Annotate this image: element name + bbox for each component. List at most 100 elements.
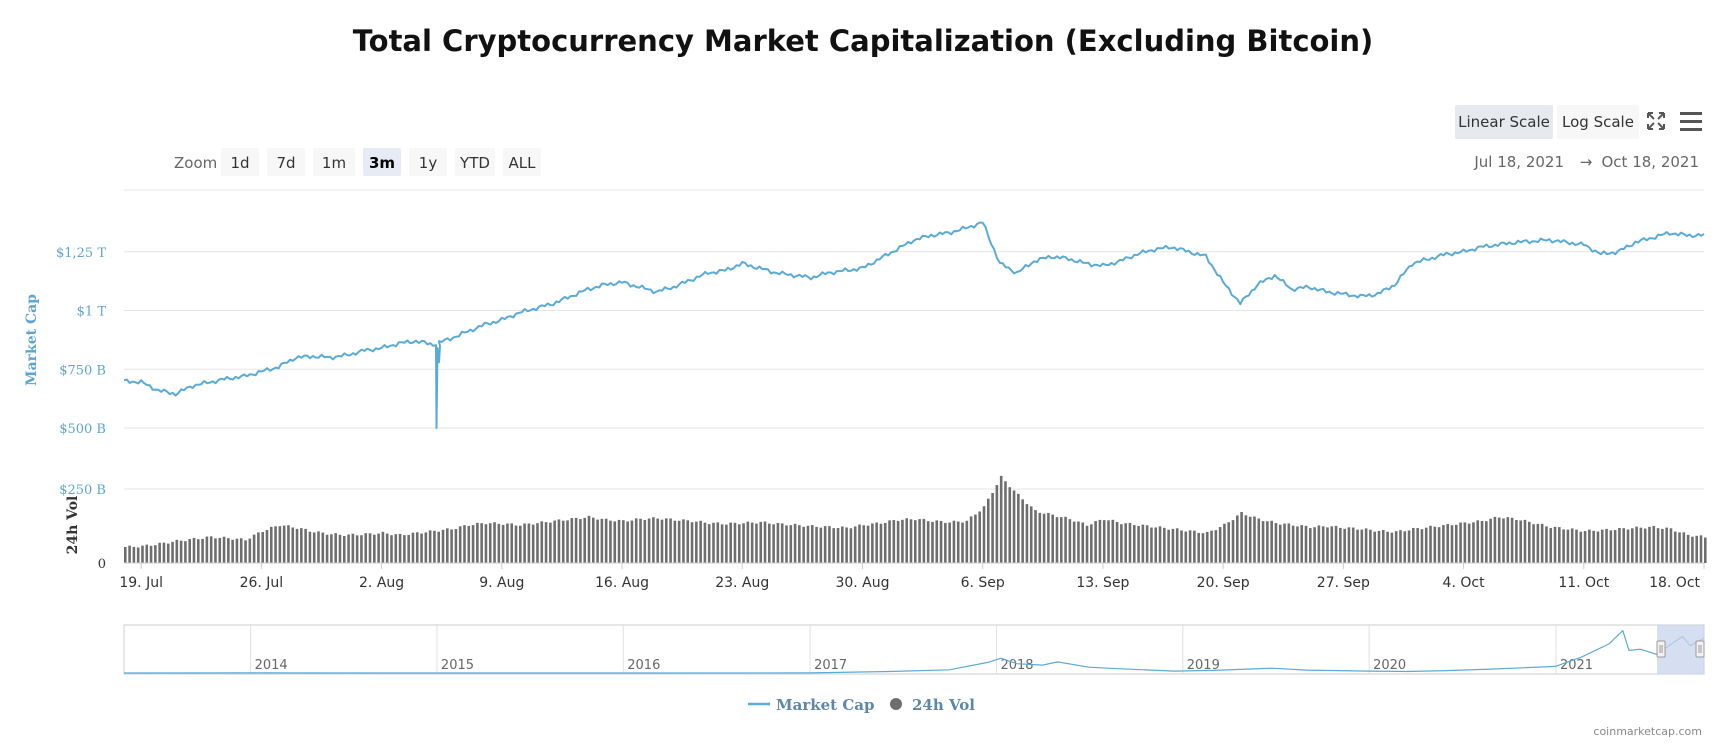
volume-bar (866, 525, 870, 563)
volume-bar (424, 532, 428, 563)
volume-bar (926, 521, 930, 563)
zoom-button-1m[interactable]: 1m (313, 148, 355, 176)
volume-bar (1047, 512, 1050, 563)
volume-bar (802, 526, 805, 563)
volume-bar (239, 538, 243, 563)
zoom-button-1y[interactable]: 1y (409, 148, 447, 176)
volume-bar (175, 539, 179, 563)
navigator-handle-right[interactable] (1695, 640, 1705, 658)
volume-bar (737, 524, 741, 563)
log-scale-label: Log Scale (1562, 113, 1634, 131)
volume-bar (841, 526, 844, 563)
volume-bar (1197, 532, 1200, 563)
fullscreen-icon[interactable] (1647, 112, 1665, 130)
volume-bar (1553, 526, 1557, 563)
volume-bar (390, 535, 393, 563)
volume-bar (1390, 532, 1394, 563)
volume-bar (231, 539, 234, 563)
legend-item-market-cap[interactable]: Market Cap (748, 696, 874, 714)
zoom-button-ytd[interactable]: YTD (455, 148, 495, 176)
volume-bar (1618, 528, 1621, 563)
volume-bar (214, 538, 217, 563)
zoom-button-1d[interactable]: 1d (221, 148, 259, 176)
volume-bar (853, 526, 857, 563)
volume-bar (300, 528, 303, 563)
volume-bar (1673, 531, 1677, 563)
volume-bar (1613, 530, 1617, 563)
volume-bar (978, 511, 982, 563)
volume-bar (1141, 524, 1145, 563)
credit-link[interactable]: coinmarketcap.com (1593, 725, 1702, 738)
volume-bar (1545, 526, 1548, 563)
volume-bar (1523, 519, 1527, 563)
range-to[interactable]: Oct 18, 2021 (1602, 153, 1700, 171)
volume-bar (450, 529, 453, 563)
volume-bar (639, 518, 642, 563)
zoom-button-all[interactable]: ALL (503, 148, 541, 176)
menu-icon[interactable] (1680, 112, 1702, 131)
legend-item-24h-vol[interactable]: 24h Vol (890, 696, 975, 714)
volume-bar (664, 518, 668, 563)
volume-bar (308, 531, 312, 563)
volume-bar (742, 523, 745, 563)
volume-bar (630, 520, 634, 563)
volume-bar (1223, 523, 1226, 563)
market-cap-line[interactable] (123, 221, 1705, 429)
vol-axis-ticks: 0 $250 B (59, 483, 106, 572)
zoom-button-label: ALL (509, 154, 537, 172)
volume-bar (677, 520, 681, 563)
navigator-year-label: 2014 (255, 658, 288, 673)
volume-bars (124, 475, 1707, 563)
range-from[interactable]: Jul 18, 2021 (1473, 153, 1564, 171)
volume-bar (1042, 513, 1046, 563)
volume-bar (875, 522, 878, 563)
volume-bar (845, 527, 848, 563)
zoom-button-7d[interactable]: 7d (267, 148, 305, 176)
navigator-handle-left[interactable] (1656, 640, 1666, 658)
volume-bar (952, 520, 956, 563)
volume-bar (918, 519, 921, 563)
volume-bar (364, 533, 368, 563)
navigator-frame (123, 624, 1705, 675)
zoom-button-bg (455, 148, 495, 176)
volume-bar (1038, 512, 1042, 563)
log-scale-button[interactable]: Log Scale (1557, 105, 1639, 139)
volume-bar (351, 533, 355, 563)
volume-bar (935, 520, 939, 563)
navigator[interactable]: 2014 2015 2016 2017 2018 2019 2020 2021 (123, 624, 1705, 675)
volume-bar (149, 545, 153, 563)
legend: Market Cap 24h Vol (748, 696, 975, 714)
volume-bar (746, 521, 750, 563)
volume-bar (750, 522, 754, 563)
linear-scale-button[interactable]: Linear Scale (1455, 105, 1553, 139)
volume-bar (1072, 521, 1076, 563)
volume-bar (643, 519, 647, 563)
volume-bar (892, 520, 896, 563)
navigator-mask-layer[interactable] (1656, 625, 1705, 674)
volume-bar (561, 520, 565, 563)
volume-bar (1025, 504, 1029, 563)
volume-bar (1107, 520, 1110, 563)
volume-bar (720, 524, 724, 563)
volume-bar (1309, 528, 1312, 563)
zoom-button-label: YTD (459, 154, 490, 172)
x-tick-label: 30. Aug (835, 575, 889, 591)
volume-bar (1205, 531, 1209, 563)
vol-tick-label: 0 (98, 557, 106, 572)
volume-bar (1682, 532, 1686, 563)
volume-bar (716, 522, 720, 563)
volume-bar (407, 534, 410, 563)
zoom-button-group: 1d 7d 1m 3m 1y YTD ALL (221, 148, 541, 176)
volume-bar (1287, 523, 1291, 563)
zoom-button-3m[interactable]: 3m (363, 148, 401, 176)
volume-bar (1695, 535, 1699, 563)
y-tick-label: $500 B (59, 422, 106, 437)
volume-bar (132, 546, 136, 563)
volume-bar (1017, 493, 1020, 563)
volume-bar (1570, 528, 1574, 563)
volume-bar (1403, 531, 1407, 563)
volume-bar (1566, 529, 1570, 563)
volume-bar (819, 527, 823, 563)
volume-bar (1351, 527, 1355, 563)
volume-bar (381, 531, 385, 563)
